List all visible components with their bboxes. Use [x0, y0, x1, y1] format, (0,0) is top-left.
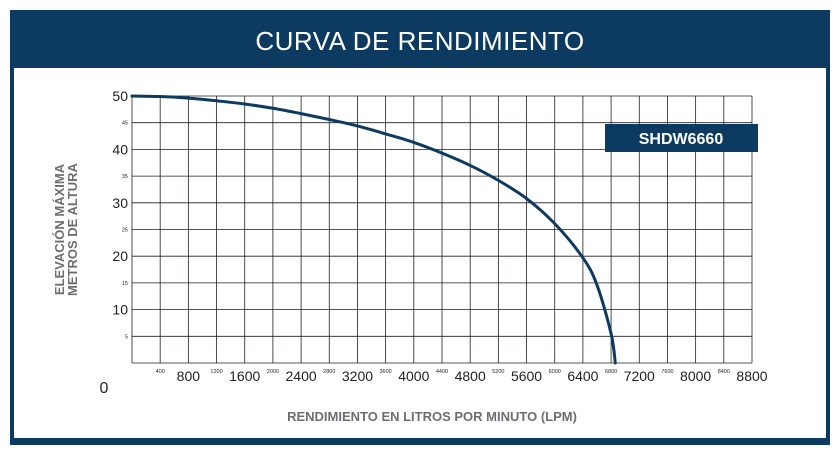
x-tick-label-minor: 2800 — [323, 369, 335, 375]
x-tick-label-minor: 6000 — [549, 369, 561, 375]
x-tick-label-minor: 2000 — [267, 369, 279, 375]
grid — [131, 95, 753, 364]
y-tick-label: 40 — [112, 141, 128, 157]
x-tick-label: 1600 — [229, 368, 260, 384]
x-tick-label-minor: 8400 — [718, 369, 730, 375]
y-tick-label-minor: 35 — [122, 174, 128, 180]
x-tick-label-minor: 3600 — [380, 369, 392, 375]
series-line-shdw6660 — [130, 94, 617, 365]
x-tick-label: 4800 — [455, 368, 486, 384]
legend-badge — [605, 124, 758, 152]
y-axis-title-line-2: METROS DE ALTURA — [65, 162, 80, 295]
y-tick-label: 20 — [112, 248, 128, 264]
x-tick-label-minor: 400 — [156, 369, 165, 375]
x-axis-title: RENDIMIENTO EN LITROS POR MINUTO (LPM) — [287, 409, 577, 424]
x-tick-label: 6400 — [567, 368, 598, 384]
chart-panel: 10 20 30 40 50 5 15 25 35 45 800 1600 2400 3200 4000 4… — [14, 68, 826, 438]
x-axis-ticks: 800 1600 2400 3200 4000 4800 5600 6400 7200 8000 8… — [156, 368, 768, 384]
x-tick-label-minor: 4400 — [436, 369, 448, 375]
chart-frame: CURVA DE RENDIMIENTO 10 20 30 40 50 5 15 25 35 45… — [10, 10, 830, 445]
x-tick-label: 4000 — [398, 368, 429, 384]
legend: SHDW6660 — [605, 124, 758, 152]
y-tick-label-minor: 5 — [125, 334, 128, 340]
y-tick-label-minor: 25 — [122, 228, 128, 234]
legend-series-name: SHDW6660 — [639, 131, 724, 148]
y-axis-title-line-1: ELEVACIÓN MÁXIMA — [52, 163, 67, 295]
x-tick-label: 8800 — [736, 368, 767, 384]
y-tick-label: 30 — [112, 195, 128, 211]
x-tick-label: 3200 — [342, 368, 373, 384]
y-tick-label-minor: 15 — [122, 281, 128, 287]
x-origin-label: 0 — [100, 380, 109, 397]
x-tick-label: 2400 — [286, 368, 317, 384]
x-tick-label-minor: 1200 — [210, 369, 222, 375]
x-tick-label-minor: 6800 — [605, 369, 617, 375]
y-tick-label-minor: 45 — [122, 121, 128, 127]
y-tick-label: 50 — [112, 88, 128, 104]
x-tick-label-minor: 7600 — [661, 369, 673, 375]
x-tick-label: 8000 — [680, 368, 711, 384]
y-axis-ticks: 10 20 30 40 50 5 15 25 35 45 — [112, 88, 128, 340]
x-tick-label-minor: 5200 — [492, 369, 504, 375]
x-tick-label: 5600 — [511, 368, 542, 384]
series-layer — [130, 94, 617, 365]
x-tick-label: 800 — [177, 368, 201, 384]
y-tick-label: 10 — [112, 302, 128, 318]
chart-title: CURVA DE RENDIMIENTO — [255, 26, 585, 56]
x-tick-label: 7200 — [624, 368, 655, 384]
